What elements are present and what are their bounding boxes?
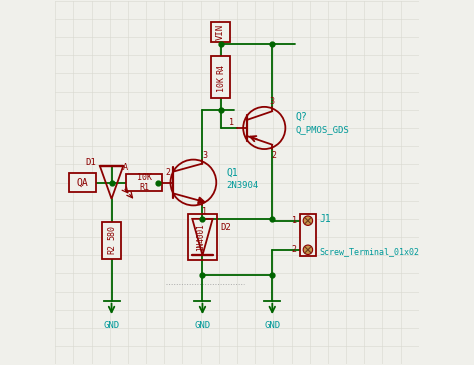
Text: 580: 580 — [107, 225, 116, 240]
Text: R1: R1 — [139, 183, 149, 192]
Bar — [211, 56, 230, 98]
Text: Screw_Terminal_01x02: Screw_Terminal_01x02 — [319, 247, 419, 256]
Text: 2N3904: 2N3904 — [226, 181, 258, 190]
Text: 2: 2 — [165, 168, 171, 177]
Bar — [211, 22, 230, 42]
Circle shape — [303, 245, 313, 254]
Text: 10K: 10K — [137, 173, 152, 182]
Text: D2: D2 — [220, 223, 231, 233]
Text: Q_PMOS_GDS: Q_PMOS_GDS — [295, 125, 349, 134]
Text: Q1: Q1 — [226, 167, 238, 177]
Text: GND: GND — [194, 321, 210, 330]
FancyArrow shape — [198, 197, 205, 204]
Text: Q?: Q? — [295, 112, 307, 122]
Text: 10K: 10K — [216, 76, 225, 91]
Text: J1: J1 — [319, 214, 331, 224]
Text: 2: 2 — [272, 151, 277, 160]
Text: 3: 3 — [203, 151, 208, 160]
Text: R2: R2 — [107, 244, 116, 254]
Text: GND: GND — [103, 321, 119, 330]
Bar — [126, 174, 163, 191]
Text: R4: R4 — [216, 64, 225, 74]
Text: 1: 1 — [229, 118, 234, 127]
Text: 1: 1 — [292, 216, 297, 225]
Text: 2: 2 — [292, 245, 297, 254]
Bar — [300, 214, 316, 256]
Text: QA: QA — [77, 177, 88, 188]
Text: 1: 1 — [202, 207, 207, 216]
Text: A: A — [123, 164, 128, 172]
Text: VIN: VIN — [216, 23, 225, 40]
Bar — [102, 223, 121, 259]
Text: D1: D1 — [85, 158, 96, 167]
Bar — [188, 215, 217, 260]
Text: GND: GND — [264, 321, 280, 330]
Circle shape — [303, 216, 313, 226]
Text: 3: 3 — [269, 97, 274, 106]
Bar — [69, 173, 96, 192]
Text: 1N4001: 1N4001 — [196, 223, 205, 251]
